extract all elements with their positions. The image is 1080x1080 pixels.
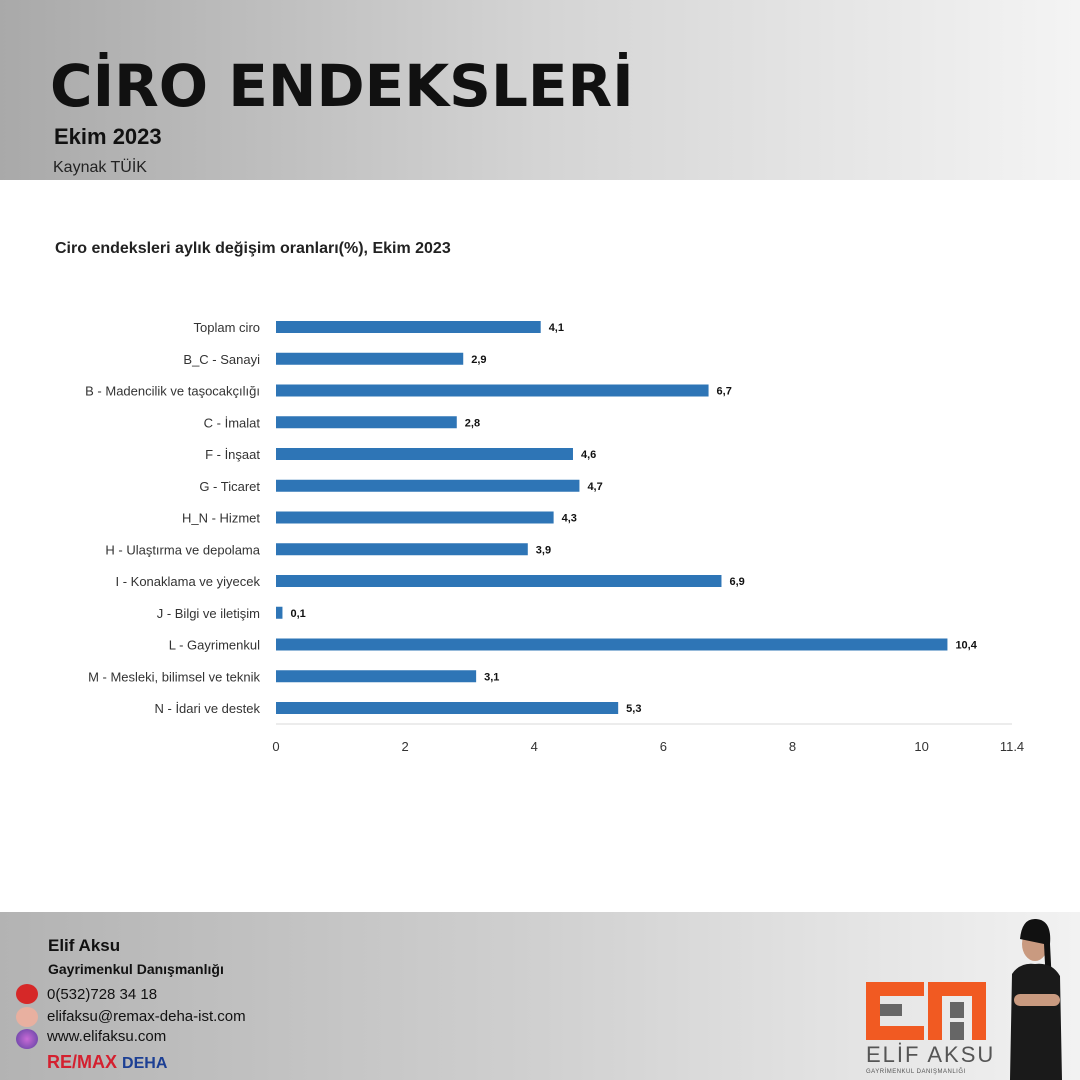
category-label: F - İnşaat (205, 447, 260, 462)
agent-photo (1010, 918, 1062, 1080)
data-label: 3,1 (484, 671, 499, 683)
bar (276, 575, 722, 587)
email-link[interactable]: elifaksu@remax-deha-ist.com (47, 1008, 246, 1025)
category-label: C - İmalat (204, 415, 261, 430)
data-label: 10,4 (955, 640, 977, 652)
category-label: Toplam ciro (194, 320, 260, 335)
category-label: M - Mesleki, bilimsel ve teknik (88, 669, 260, 684)
data-label: 2,9 (471, 354, 486, 366)
x-tick-label: 2 (402, 739, 409, 754)
chart-title: Ciro endeksleri aylık değişim oranları(%… (55, 240, 451, 257)
bar (276, 543, 528, 556)
data-label: 4,3 (562, 513, 577, 525)
data-label: 0,1 (290, 608, 305, 620)
bar (276, 479, 580, 492)
brand-left: RE/MAX (47, 1052, 118, 1072)
bar (276, 448, 573, 460)
brand-right: DEHA (122, 1055, 168, 1072)
category-label: H - Ulaştırma ve depolama (105, 542, 260, 557)
category-label: N - İdari ve destek (155, 701, 261, 716)
x-tick-label: 0 (272, 739, 279, 754)
logo-name: ELİF AKSU (866, 1042, 996, 1067)
bar (276, 416, 457, 429)
data-label: 6,7 (717, 386, 732, 398)
agent-role: Gayrimenkul Danışmanlığı (48, 961, 224, 977)
source-label: Kaynak TÜİK (53, 159, 147, 176)
data-label: 4,6 (581, 449, 596, 461)
bar (276, 606, 283, 619)
email-icon (16, 1007, 38, 1027)
ea-logo (866, 982, 986, 1040)
bar (276, 511, 554, 524)
category-label: B - Madencilik ve taşocakçılığı (85, 384, 260, 399)
phone-icon (16, 984, 38, 1004)
page-date: Ekim 2023 (54, 124, 162, 149)
phone-number[interactable]: 0(532)728 34 18 (47, 986, 158, 1003)
x-tick-label: 4 (531, 739, 538, 754)
bar (276, 384, 709, 397)
data-label: 3,9 (536, 544, 551, 556)
logo-subtitle: GAYRİMENKUL DANIŞMANLIĞI (866, 1069, 966, 1075)
footer: Elif Aksu Gayrimenkul Danışmanlığı 0(532… (0, 912, 1080, 1080)
x-tick-label: 8 (789, 739, 796, 754)
website-link[interactable]: www.elifaksu.com (47, 1028, 167, 1045)
category-label: B_C - Sanayi (183, 352, 260, 367)
bar (276, 321, 541, 333)
x-tick-label: 6 (660, 739, 667, 754)
bar (276, 352, 464, 365)
bar (276, 670, 477, 683)
agent-name: Elif Aksu (48, 936, 121, 955)
data-label: 4,7 (587, 481, 602, 493)
category-label: L - Gayrimenkul (169, 638, 260, 653)
data-label: 6,9 (729, 576, 744, 588)
globe-icon (16, 1029, 38, 1049)
remax-logo: RE/MAX DEHA (47, 1052, 167, 1073)
page-title: CİRO ENDEKSLERİ (50, 52, 634, 120)
category-label: I - Konaklama ve yiyecek (115, 574, 260, 589)
data-label: 5,3 (626, 703, 641, 715)
data-label: 4,1 (549, 322, 564, 334)
category-label: G - Ticaret (199, 479, 260, 494)
x-tick-label: 10 (914, 739, 928, 754)
bar (276, 638, 948, 651)
bar (276, 702, 619, 714)
header-banner: CİRO ENDEKSLERİ Ekim 2023 Kaynak TÜİK (0, 0, 1080, 180)
bar-chart: Toplam ciro 4,1 B_C - Sanayi 2,9 B - Madenci… (85, 320, 1024, 754)
x-tick-label: 11.4 (1000, 739, 1024, 754)
category-label: J - Bilgi ve iletişim (157, 606, 260, 621)
category-label: H_N - Hizmet (182, 511, 260, 526)
data-label: 2,8 (465, 417, 480, 429)
